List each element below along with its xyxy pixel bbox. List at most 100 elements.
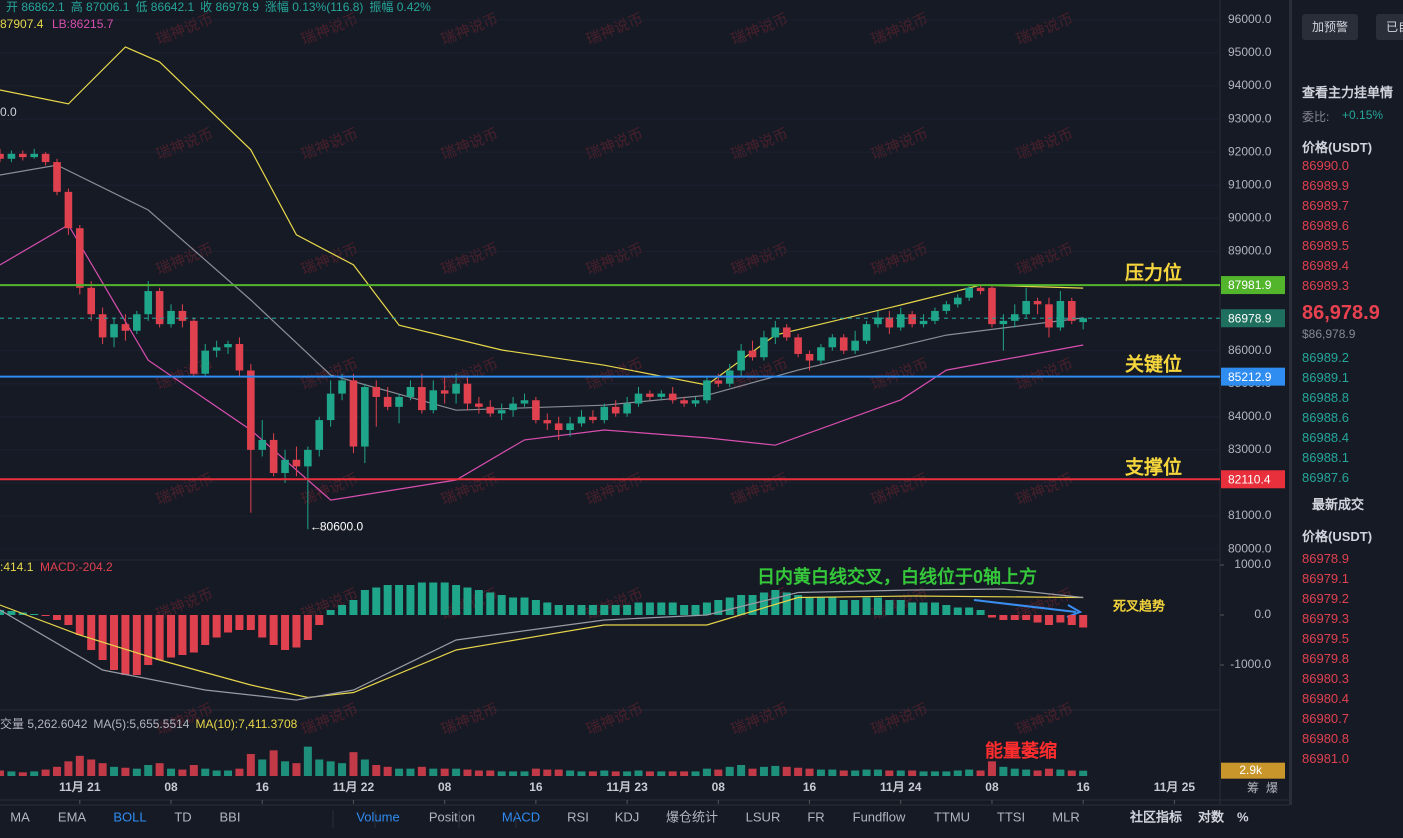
- volume-bar: [634, 770, 643, 776]
- candle-body: [908, 314, 916, 325]
- toolbar-item[interactable]: Position: [429, 809, 475, 824]
- ask-price: 86990.0: [1302, 158, 1349, 173]
- volume-bar: [645, 771, 654, 776]
- toolbar-item[interactable]: BBI: [220, 809, 241, 824]
- volume-bar: [224, 770, 233, 776]
- ohlc-field: 开 86862.1: [6, 0, 65, 14]
- toolbar-item[interactable]: TD: [174, 809, 191, 824]
- button[interactable]: 已自: [1376, 14, 1403, 40]
- volume-bar: [474, 770, 483, 776]
- volume-bar: [862, 769, 871, 776]
- candle-body: [1067, 301, 1076, 321]
- toolbar-item[interactable]: TTSI: [997, 809, 1025, 824]
- toolbar-item[interactable]: TTMU: [934, 809, 970, 824]
- toolbar-item[interactable]: MLR: [1052, 809, 1079, 824]
- trade-price: 86978.9: [1302, 551, 1349, 566]
- volume-bar: [0, 770, 4, 776]
- low-arrow: ←: [310, 519, 322, 533]
- toolbar-item[interactable]: 爆仓统计: [666, 809, 718, 824]
- axis-button[interactable]: 爆: [1266, 781, 1278, 795]
- toolbar-item[interactable]: EMA: [58, 809, 87, 824]
- toolbar-right[interactable]: 对数: [1198, 809, 1225, 824]
- candle-body: [1033, 301, 1042, 305]
- volume-label: MA(5):5,655.5514: [93, 717, 189, 731]
- macd-bar: [588, 605, 597, 615]
- volume-bar: [1067, 770, 1076, 776]
- macd-bar: [554, 605, 563, 615]
- candle-body: [258, 439, 267, 450]
- volume-bar: [281, 761, 290, 776]
- toolbar-item[interactable]: LSUR: [746, 809, 781, 824]
- volume-bar: [269, 750, 278, 776]
- volume-bar: [235, 768, 244, 776]
- volume-bar: [657, 771, 666, 776]
- x-tick-label: 11月 21: [59, 780, 101, 794]
- y-tick-label: 91000.0: [1228, 177, 1272, 191]
- macd-bar: [155, 615, 164, 660]
- toolbar-item[interactable]: BOLL: [113, 809, 146, 824]
- ask-price: 86989.9: [1302, 178, 1349, 193]
- toolbar-item[interactable]: Volume: [356, 809, 399, 824]
- candle-body: [1045, 304, 1053, 328]
- toolbar-item[interactable]: MACD: [502, 809, 540, 824]
- candle-body: [623, 403, 631, 414]
- candle-body: [646, 393, 654, 397]
- volume-bar: [531, 768, 540, 776]
- trades-tab[interactable]: 最新成交: [1312, 497, 1365, 512]
- toolbar-right[interactable]: 社区指标: [1129, 809, 1182, 824]
- macd-bar: [98, 615, 107, 660]
- volume-bar: [30, 771, 39, 776]
- axis-button[interactable]: 筹: [1247, 781, 1259, 795]
- macd-bar: [349, 600, 358, 615]
- volume-bar: [566, 770, 575, 776]
- macd-bar: [531, 600, 540, 615]
- macd-bar: [816, 597, 825, 615]
- macd-bar: [41, 615, 50, 616]
- toolbar-item[interactable]: MA: [10, 809, 30, 824]
- macd-bar: [1033, 615, 1042, 623]
- macd-bar: [862, 597, 871, 615]
- macd-label: :414.1: [0, 560, 34, 574]
- toolbar-item[interactable]: FR: [807, 809, 824, 824]
- candle-body: [190, 320, 198, 374]
- macd-bar: [167, 615, 176, 658]
- macd-bar: [1010, 615, 1019, 620]
- volume-bar: [623, 771, 632, 776]
- macd-bar: [930, 602, 939, 615]
- candle-body: [771, 327, 780, 338]
- candle-body: [440, 390, 449, 394]
- volume-bar: [725, 766, 734, 776]
- macd-bar: [885, 600, 894, 615]
- macd-bar: [600, 605, 609, 615]
- volume-bar: [805, 768, 814, 776]
- macd-bar: [987, 615, 996, 618]
- level-name: 关键位: [1125, 353, 1182, 376]
- macd-bar: [623, 605, 632, 615]
- candle-body: [19, 153, 27, 158]
- candle-body: [372, 387, 381, 397]
- volume-bar: [178, 769, 187, 776]
- macd-label: MACD:-204.2: [40, 560, 113, 574]
- volume-bar: [167, 768, 176, 776]
- macd-bar: [748, 595, 757, 615]
- macd-bar: [896, 600, 905, 615]
- bid-price: 86988.8: [1302, 390, 1349, 405]
- button[interactable]: 加预警: [1302, 14, 1359, 40]
- toolbar-item[interactable]: RSI: [567, 809, 589, 824]
- price-usd: $86,978.9: [1302, 327, 1356, 341]
- macd-bar: [189, 615, 198, 653]
- ratio-label: 委比:: [1302, 110, 1330, 124]
- ohlc-field: 振幅 0.42%: [369, 0, 431, 14]
- macd-bar: [919, 602, 928, 615]
- candle-body: [862, 324, 871, 341]
- level-value: 87981.9: [1228, 278, 1272, 292]
- volume-bar: [258, 759, 267, 776]
- volume-bar: [908, 770, 917, 776]
- volume-note: 能量萎缩: [985, 740, 1057, 761]
- toolbar-item[interactable]: KDJ: [615, 809, 640, 824]
- candle-body: [748, 350, 757, 358]
- toolbar-right[interactable]: %: [1237, 809, 1249, 824]
- macd-bar: [87, 615, 96, 650]
- macd-bar: [908, 602, 917, 615]
- toolbar-item[interactable]: Fundflow: [853, 809, 906, 824]
